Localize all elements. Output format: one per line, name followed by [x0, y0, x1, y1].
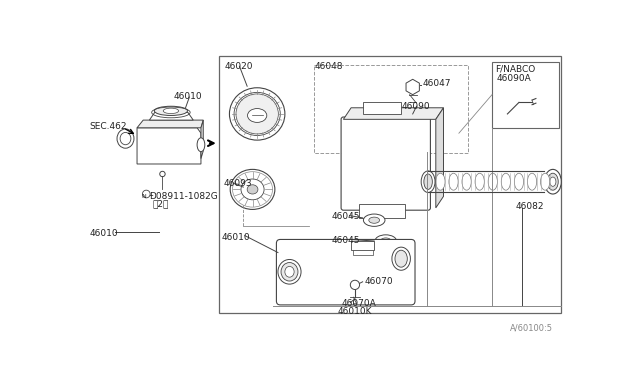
- Ellipse shape: [281, 263, 298, 281]
- Ellipse shape: [229, 88, 285, 140]
- Text: 46070A: 46070A: [342, 299, 376, 308]
- Text: 46090: 46090: [401, 102, 430, 110]
- Ellipse shape: [421, 171, 435, 192]
- Ellipse shape: [501, 173, 511, 190]
- Text: （2）: （2）: [152, 199, 169, 208]
- Text: 46045: 46045: [332, 212, 360, 221]
- FancyBboxPatch shape: [341, 117, 431, 210]
- Polygon shape: [406, 79, 419, 95]
- Text: 46082: 46082: [515, 202, 543, 212]
- Ellipse shape: [241, 179, 264, 200]
- Polygon shape: [344, 108, 444, 119]
- Ellipse shape: [232, 172, 273, 207]
- Ellipse shape: [547, 173, 558, 190]
- Polygon shape: [149, 112, 193, 120]
- Text: 46090A: 46090A: [497, 74, 531, 83]
- Ellipse shape: [424, 174, 433, 189]
- Ellipse shape: [285, 266, 294, 277]
- Ellipse shape: [515, 173, 524, 190]
- Text: Ð08911-1082G: Ð08911-1082G: [149, 192, 218, 201]
- Text: 46048: 46048: [315, 62, 344, 71]
- Ellipse shape: [234, 92, 280, 135]
- Text: 46010K: 46010K: [338, 307, 372, 316]
- Ellipse shape: [154, 106, 188, 115]
- Ellipse shape: [462, 173, 471, 190]
- Bar: [351, 241, 374, 250]
- Bar: [359, 204, 405, 218]
- Text: SEC.462: SEC.462: [90, 122, 127, 131]
- Ellipse shape: [364, 214, 385, 226]
- Ellipse shape: [197, 138, 205, 152]
- Ellipse shape: [392, 247, 410, 270]
- Polygon shape: [201, 120, 204, 158]
- Ellipse shape: [527, 173, 537, 190]
- Text: F/NABCO: F/NABCO: [495, 65, 535, 74]
- Text: 46010: 46010: [174, 92, 203, 102]
- Circle shape: [160, 171, 165, 177]
- Text: 46070: 46070: [365, 277, 394, 286]
- Ellipse shape: [550, 177, 556, 186]
- Ellipse shape: [230, 169, 275, 209]
- Ellipse shape: [120, 132, 131, 145]
- Ellipse shape: [278, 260, 301, 284]
- Text: 46047: 46047: [422, 79, 451, 88]
- Ellipse shape: [475, 173, 484, 190]
- Ellipse shape: [163, 108, 179, 113]
- Ellipse shape: [488, 173, 497, 190]
- Text: 46020: 46020: [225, 62, 253, 71]
- Ellipse shape: [369, 217, 380, 223]
- Ellipse shape: [117, 129, 134, 148]
- Text: 46093: 46093: [223, 179, 252, 187]
- Ellipse shape: [248, 109, 267, 122]
- Ellipse shape: [380, 238, 391, 244]
- FancyBboxPatch shape: [276, 240, 415, 305]
- Ellipse shape: [247, 185, 258, 194]
- Ellipse shape: [436, 173, 445, 190]
- Bar: [353, 250, 372, 255]
- Circle shape: [143, 190, 150, 198]
- Polygon shape: [137, 120, 204, 128]
- Text: 46010: 46010: [221, 233, 250, 242]
- Text: 46010: 46010: [90, 230, 118, 238]
- Ellipse shape: [236, 94, 278, 134]
- Bar: [492, 62, 559, 128]
- Text: 46045: 46045: [332, 235, 360, 245]
- Ellipse shape: [395, 250, 407, 267]
- Ellipse shape: [449, 173, 458, 190]
- Ellipse shape: [541, 173, 550, 190]
- Bar: [219, 56, 561, 312]
- Text: N: N: [141, 194, 147, 199]
- Bar: [363, 102, 401, 114]
- Polygon shape: [436, 108, 444, 208]
- Text: A/60100:5: A/60100:5: [509, 323, 553, 332]
- Ellipse shape: [375, 235, 397, 247]
- Polygon shape: [137, 128, 201, 164]
- Circle shape: [350, 280, 360, 289]
- Ellipse shape: [545, 169, 561, 194]
- Bar: [314, 65, 468, 153]
